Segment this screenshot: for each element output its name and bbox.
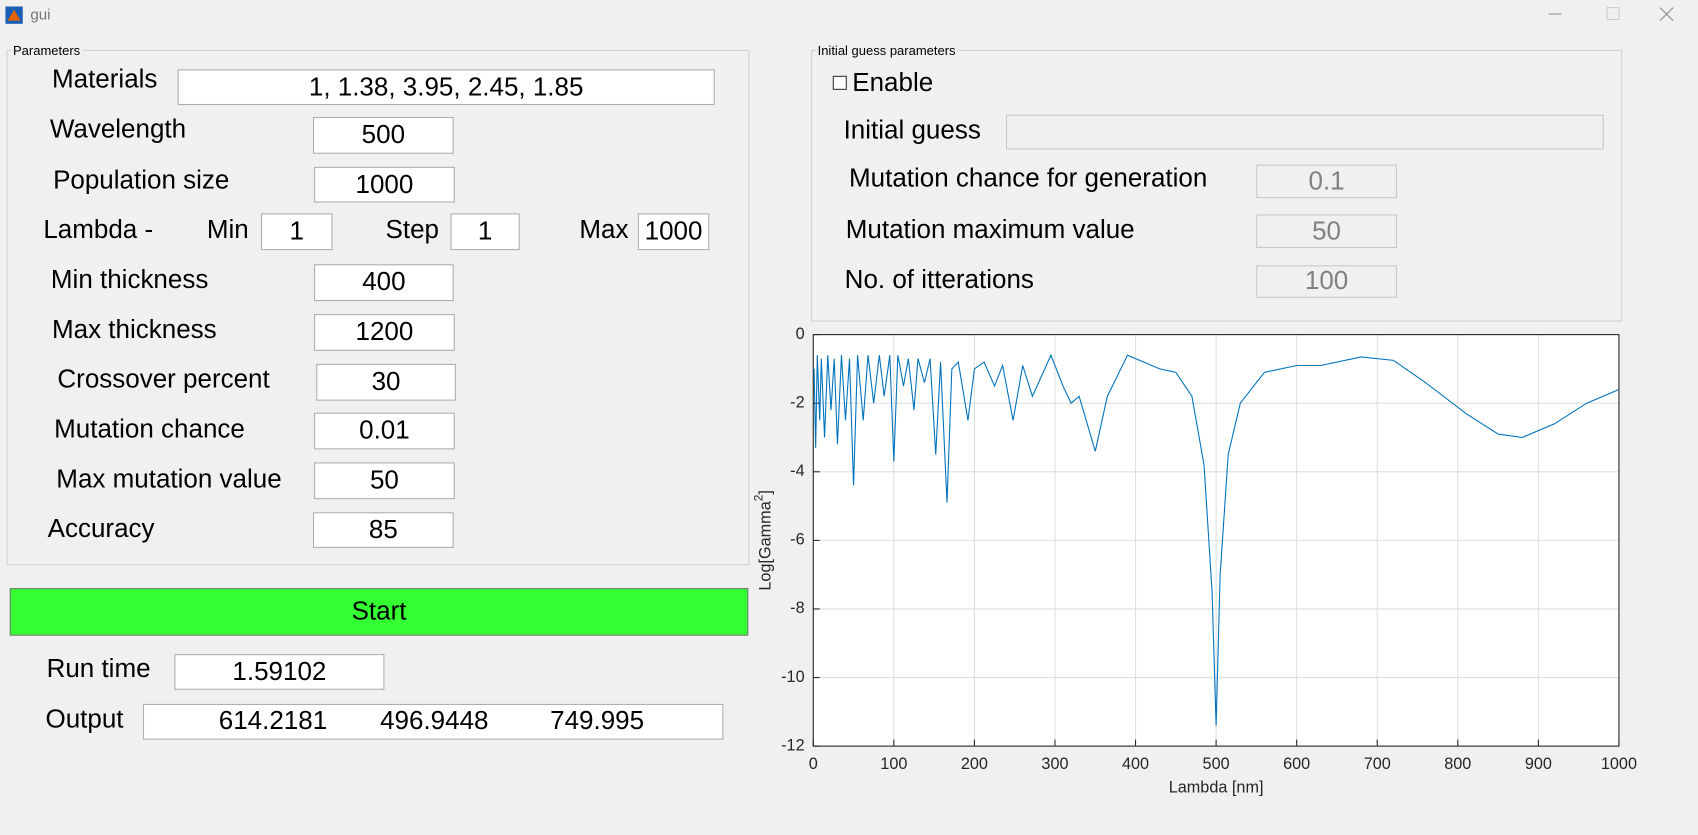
x-tick-label: 700: [1364, 755, 1391, 773]
label: Output: [45, 704, 124, 735]
input[interactable]: 1: [450, 213, 520, 251]
input[interactable]: 400: [314, 264, 454, 302]
y-axis-label-part: ]: [757, 490, 775, 495]
label: Run time: [46, 654, 151, 684]
chart: 0 100 200 300 400 500 600 700 800 900 1000 -12 -10 -8…: [752, 325, 1637, 797]
line: [813, 353, 1620, 726]
input[interactable]: 0.1: [1256, 164, 1397, 199]
x-tick-label: 100: [880, 755, 907, 773]
y-axis-label: Log[Gamma2]: [752, 490, 775, 590]
label: Lambda -: [43, 215, 154, 245]
x-tick-label: 600: [1283, 755, 1310, 773]
label: Population size: [53, 165, 230, 195]
input[interactable]: 50: [1256, 214, 1397, 248]
x-tick-label: 1000: [1601, 755, 1637, 773]
y-tick-label: -12: [781, 736, 804, 754]
input[interactable]: 500: [312, 116, 454, 154]
input[interactable]: 0.01: [314, 412, 455, 450]
panel-title: Parameters: [10, 43, 83, 59]
y-tick-label: -2: [790, 394, 804, 412]
input[interactable]: 1000: [637, 213, 710, 251]
output-field: [142, 703, 724, 740]
parameters-panel: [6, 49, 750, 566]
input[interactable]: 1: [260, 213, 333, 251]
window-title: gui: [30, 5, 51, 23]
panel-title: Initial guess parameters: [815, 43, 958, 59]
title-bar: [0, 0, 1698, 31]
x-tick-label: 800: [1444, 755, 1471, 773]
label: Step: [385, 215, 439, 245]
label: Initial guess: [843, 115, 981, 146]
checkbox-label[interactable]: Enable: [852, 68, 934, 98]
y-tick-label: -4: [790, 462, 804, 480]
y-tick-label: -6: [790, 531, 804, 549]
input[interactable]: 85: [312, 512, 454, 548]
input[interactable]: 100: [1256, 265, 1397, 298]
label: No. of itterations: [844, 265, 1034, 295]
x-axis-label: Lambda [nm]: [1169, 779, 1264, 797]
input[interactable]: 1, 1.38, 3.95, 2.45, 1.85: [177, 69, 715, 106]
label: Max mutation value: [56, 464, 282, 494]
x-tick-label: 300: [1041, 755, 1068, 773]
x-tick-label: 200: [961, 755, 988, 773]
input[interactable]: 1000: [314, 166, 455, 203]
label: Mutation chance: [54, 414, 245, 444]
start-button[interactable]: Start: [9, 588, 749, 636]
label: Crossover percent: [57, 364, 270, 395]
x-tick-label: 400: [1122, 755, 1149, 773]
y-tick-label: -8: [790, 599, 804, 617]
input[interactable]: 50: [314, 462, 455, 500]
initial-guess-panel: [811, 49, 1623, 322]
app-icon: [5, 6, 23, 24]
label: Wavelength: [49, 114, 187, 145]
x-tick-label: 900: [1525, 755, 1552, 773]
label: Max: [579, 215, 629, 245]
plot-frame: [812, 334, 1620, 747]
y-axis-label-part: 2: [752, 494, 766, 501]
y-tick-label: 0: [796, 325, 805, 343]
label: Accuracy: [47, 514, 155, 544]
y-tick-label: -10: [781, 668, 804, 686]
input[interactable]: [1006, 114, 1604, 150]
output-value: 749.995: [550, 706, 645, 736]
label: Min thickness: [50, 265, 209, 295]
input[interactable]: 30: [316, 363, 456, 401]
label: Max thickness: [51, 315, 217, 345]
label: Mutation chance for generation: [849, 163, 1208, 193]
output-value: 614.2181: [218, 706, 328, 736]
x-tick-label: 500: [1203, 755, 1230, 773]
window-controls[interactable]: [1538, 4, 1690, 26]
y-axis-label-part: Log[Gamma: [757, 500, 775, 590]
output-value: 496.9448: [380, 706, 489, 736]
x-tick-label: 0: [809, 755, 818, 773]
input[interactable]: 1200: [314, 314, 455, 351]
label: Mutation maximum value: [845, 215, 1135, 245]
label: Min: [206, 215, 249, 245]
output-field: 1.59102: [174, 654, 385, 690]
label: Materials: [51, 64, 158, 95]
checkbox[interactable]: [832, 75, 847, 90]
